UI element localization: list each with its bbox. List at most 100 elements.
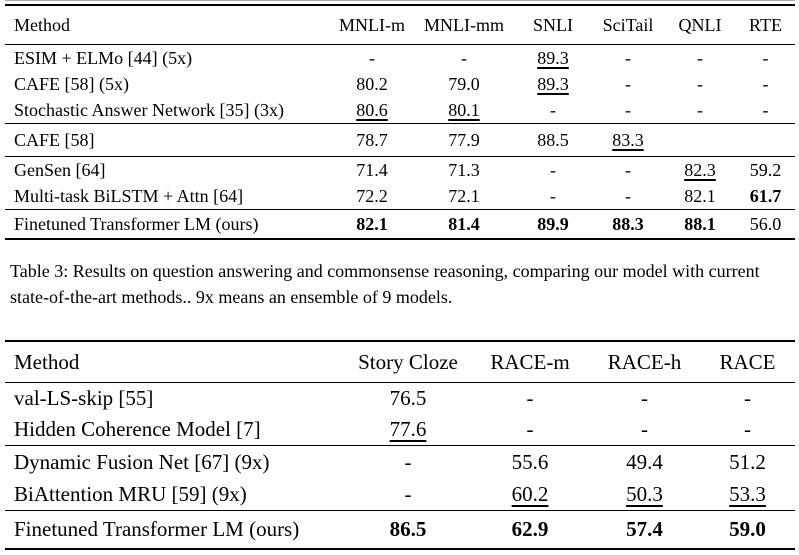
score-cell: 72.1 [448, 185, 480, 206]
table-row: GenSen [64] 71.4 71.3 - - 82.3 59.2 [5, 156, 795, 183]
score-cell: - [625, 99, 631, 120]
table-row: BiAttention MRU [59] (9x) - 60.2 50.3 53… [5, 478, 795, 511]
top-crop-hairline [5, 0, 795, 1]
method-cell: Stochastic Answer Network [35] (3x) [14, 99, 284, 120]
score-cell: 71.4 [330, 156, 414, 183]
score-cell: - [697, 99, 703, 120]
nli-table-header: Method MNLI-m MNLI-mm SNLI SciTail QNLI … [5, 5, 795, 45]
qa-results-table: Method Story Cloze RACE-m RACE-h RACE va… [5, 340, 795, 550]
score-cell: - [550, 99, 556, 120]
table-row: Finetuned Transformer LM (ours) 82.1 81.… [5, 209, 795, 239]
method-cell: val-LS-skip [55] [5, 382, 345, 414]
header-cell-race: RACE [719, 349, 776, 374]
score-cell: - [744, 417, 751, 441]
header-cell-scitail: SciTail [602, 14, 654, 35]
method-cell: Dynamic Fusion Net [67] (9x) [5, 445, 345, 478]
score-cell: 51.2 [700, 445, 795, 478]
table-row: Finetuned Transformer LM (ours) 86.5 62.… [5, 510, 795, 549]
story-cloze-methods-group: val-LS-skip [55] 76.5 - - - Hidden Coher… [5, 382, 795, 446]
method-cell: Finetuned Transformer LM (ours) [5, 209, 330, 239]
score-cell: 79.0 [448, 73, 480, 94]
score-cell: 80.2 [356, 73, 388, 94]
table-row: CAFE [58] (5x) 80.2 79.0 89.3 - - - [5, 71, 795, 97]
score-cell: 72.2 [356, 185, 388, 206]
score-cell: 62.9 [471, 510, 589, 549]
score-cell: 82.3 [664, 156, 736, 183]
ours-row-group: Finetuned Transformer LM (ours) 86.5 62.… [5, 510, 795, 549]
header-row: Method MNLI-m MNLI-mm SNLI SciTail QNLI … [5, 5, 795, 45]
header-cell-mnli-m: MNLI-m [339, 14, 405, 35]
header-cell-method: Method [14, 14, 70, 35]
score-cell: - [592, 44, 664, 71]
qa-table-header: Method Story Cloze RACE-m RACE-h RACE [5, 341, 795, 383]
score-cell: 55.6 [471, 445, 589, 478]
table-row: ESIM + ELMo [44] (5x) - - 89.3 - - - [5, 44, 795, 71]
method-cell: Hidden Coherence Model [7] [14, 417, 261, 441]
score-cell: 83.3 [592, 123, 664, 157]
score-cell: 89.9 [514, 209, 592, 239]
score-cell: - [471, 382, 589, 414]
score-cell: - [589, 382, 700, 414]
score-cell: - [404, 481, 412, 506]
header-cell-race-h: RACE-h [607, 349, 682, 374]
score-cell: 61.7 [749, 185, 782, 206]
method-cell: CAFE [58] (5x) [14, 73, 129, 94]
ours-row-group: Finetuned Transformer LM (ours) 82.1 81.… [5, 209, 795, 239]
score-cell: - [592, 156, 664, 183]
score-cell: - [641, 417, 648, 441]
score-cell: 82.1 [330, 209, 414, 239]
score-cell: 77.9 [414, 123, 514, 157]
table-row: Hidden Coherence Model [7] 77.6 - - - [5, 414, 795, 446]
score-cell: 88.3 [592, 209, 664, 239]
score-cell: - [414, 44, 514, 71]
score-cell: 77.6 [389, 417, 427, 441]
score-cell: 81.4 [414, 209, 514, 239]
score-cell: - [625, 185, 631, 206]
header-cell-snli: SNLI [533, 14, 573, 35]
ensemble-methods-group: ESIM + ELMo [44] (5x) - - 89.3 - - - CAF… [5, 44, 795, 124]
table-caption: Table 3: Results on question answering a… [10, 261, 760, 307]
score-cell: 89.3 [537, 73, 569, 94]
method-cell: Multi-task BiLSTM + Attn [64] [14, 185, 244, 206]
score-cell: 60.2 [511, 481, 549, 506]
score-cell: - [700, 382, 795, 414]
race-methods-group: Dynamic Fusion Net [67] (9x) - 55.6 49.4… [5, 445, 795, 511]
table-row: val-LS-skip [55] 76.5 - - - [5, 382, 795, 414]
method-cell: GenSen [64] [5, 156, 330, 183]
score-cell: 53.3 [729, 481, 766, 506]
method-cell: CAFE [58] [5, 123, 330, 157]
score-cell: 78.7 [330, 123, 414, 157]
table-row: Multi-task BiLSTM + Attn [64] 72.2 72.1 … [5, 183, 795, 210]
table-row: CAFE [58] 78.7 77.9 88.5 83.3 [5, 123, 795, 157]
score-cell [664, 123, 736, 157]
score-cell: - [514, 156, 592, 183]
header-cell-race-m: RACE-m [490, 349, 570, 374]
table-row: Dynamic Fusion Net [67] (9x) - 55.6 49.4… [5, 445, 795, 478]
score-cell [736, 123, 795, 157]
score-cell: 49.4 [589, 445, 700, 478]
cafe-single-group: CAFE [58] 78.7 77.9 88.5 83.3 [5, 123, 795, 157]
score-cell: 82.1 [684, 185, 716, 206]
score-cell: - [550, 185, 556, 206]
method-cell: ESIM + ELMo [44] (5x) [5, 44, 330, 71]
table-row: Stochastic Answer Network [35] (3x) 80.6… [5, 97, 795, 124]
nli-results-table: Method MNLI-m MNLI-mm SNLI SciTail QNLI … [5, 4, 795, 240]
score-cell: 59.0 [700, 510, 795, 549]
header-cell-qnli: QNLI [678, 14, 722, 35]
score-cell: 71.3 [414, 156, 514, 183]
header-row: Method Story Cloze RACE-m RACE-h RACE [5, 341, 795, 383]
score-cell: - [330, 44, 414, 71]
score-cell: - [736, 44, 795, 71]
score-cell: - [762, 73, 769, 94]
score-cell: - [762, 99, 769, 120]
score-cell: 56.0 [736, 209, 795, 239]
header-cell-mnli-mm: MNLI-mm [424, 14, 504, 35]
score-cell: - [697, 73, 703, 94]
score-cell: 88.5 [514, 123, 592, 157]
score-cell: 80.6 [356, 99, 388, 120]
score-cell: - [664, 44, 736, 71]
score-cell: 80.1 [448, 99, 480, 120]
method-cell: Finetuned Transformer LM (ours) [5, 510, 345, 549]
score-cell: 50.3 [626, 481, 663, 506]
